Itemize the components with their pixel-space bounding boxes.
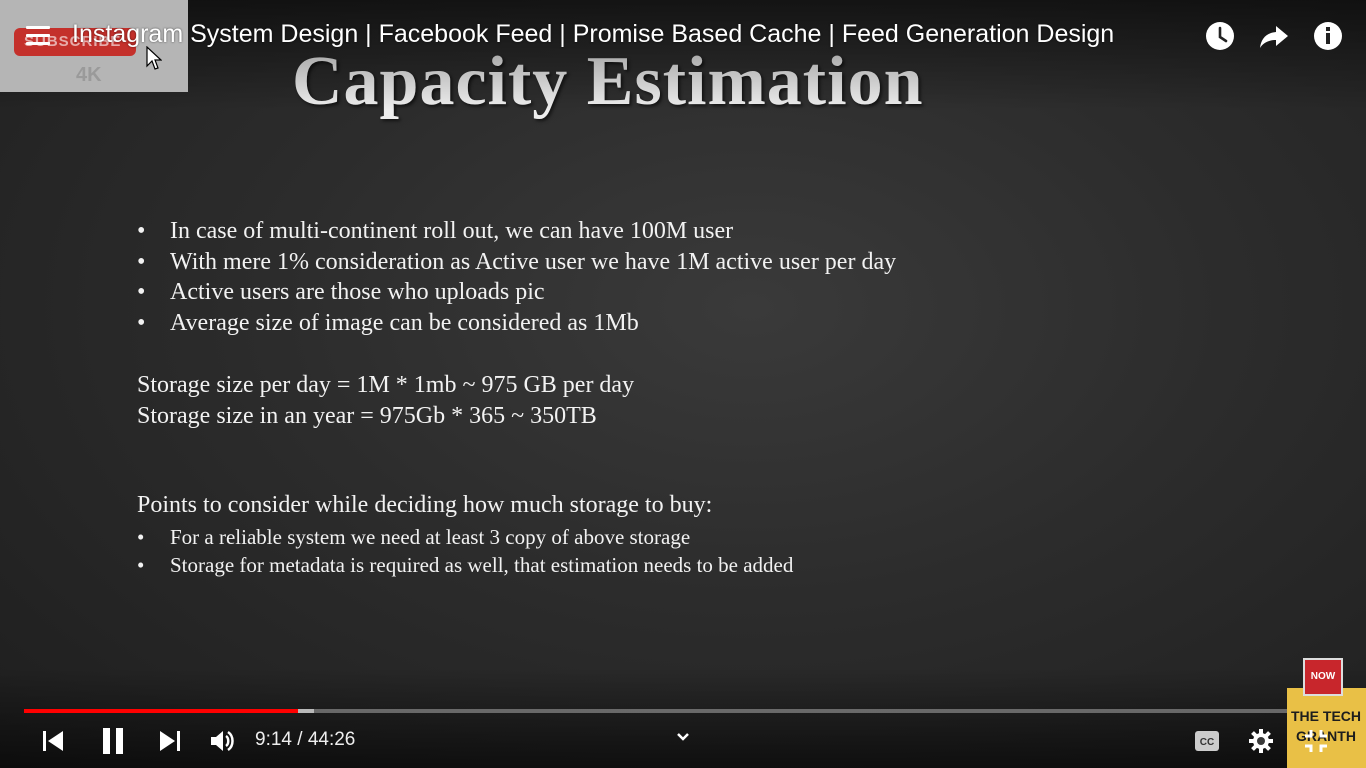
skip-previous-icon[interactable] [40,728,66,754]
pause-icon[interactable] [100,726,126,756]
cc-icon[interactable]: CC [1194,729,1220,753]
skip-next-icon[interactable] [157,728,183,754]
channel-watermark[interactable] [1287,688,1366,768]
menu-icon[interactable] [26,26,50,46]
storage-line: Storage size in an year = 975Gb * 365 ~ … [137,402,597,429]
cursor-icon [146,46,162,70]
progress-played [24,709,299,713]
volume-icon[interactable] [208,727,236,755]
list-item: Average size of image can be considered … [137,308,896,339]
channel-thumbnail[interactable]: SUBSCRIBE 4K [0,0,188,92]
list-item: Storage for metadata is required as well… [137,552,793,580]
video-title[interactable]: Instagram System Design | Facebook Feed … [72,20,1115,48]
list-item: Active users are those who uploads pic [137,277,896,308]
subscribe-text: SUBSCRIBE [24,33,122,50]
chevron-down-icon[interactable] [675,729,691,745]
points-heading: Points to consider while deciding how mu… [137,492,713,518]
clock-icon[interactable] [1204,20,1236,52]
subscribe-now-text: NOW [1310,671,1336,682]
resolution-label: 4K [76,64,102,86]
bottom-overlay [0,668,1366,768]
points-list: For a reliable system we need at least 3… [137,524,793,579]
storage-estimate: Storage size per day = 1M * 1mb ~ 975 GB… [137,370,634,431]
storage-line: Storage size per day = 1M * 1mb ~ 975 GB… [137,372,635,398]
time-display: 9:14 / 44:26 [255,729,356,750]
top-overlay [0,0,1366,110]
svg-text:CC: CC [1200,737,1214,748]
gear-icon[interactable] [1247,727,1275,755]
share-icon[interactable] [1258,20,1290,52]
list-item: In case of multi-continent roll out, we … [137,216,896,247]
bullet-list: In case of multi-continent roll out, we … [137,216,896,339]
progress-bar[interactable] [24,709,1342,713]
info-icon[interactable] [1312,20,1344,52]
list-item: For a reliable system we need at least 3… [137,524,793,552]
list-item: With mere 1% consideration as Active use… [137,247,896,278]
subscribe-now-badge [1303,658,1343,696]
exit-fullscreen-icon[interactable] [1302,727,1330,755]
